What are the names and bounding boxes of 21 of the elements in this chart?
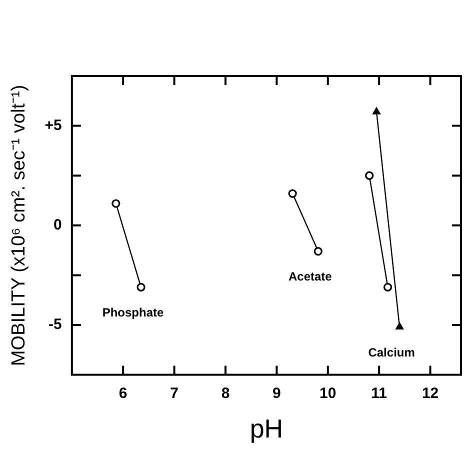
x-tick-label: 8 [221, 384, 230, 402]
x-axis-title: pH [250, 414, 284, 444]
series-label: Calcium [368, 345, 415, 360]
point [288, 189, 297, 198]
x-tick-label: 6 [118, 384, 128, 402]
x-tick-label: 9 [272, 384, 281, 402]
y-tick-label: -5 [48, 316, 62, 334]
y-tick-label: 0 [54, 216, 62, 234]
series-label: Phosphate [102, 305, 164, 320]
series-label: Acetate [288, 270, 332, 284]
point [136, 282, 146, 292]
x-tick-label: 10 [320, 384, 336, 402]
point [314, 246, 322, 256]
y-tick-label: +5 [44, 116, 62, 134]
x-tick-label: 7 [170, 384, 178, 402]
y-axis-title: MOBILITY (x10⁶ cm². sec⁻¹ volt⁻¹) [8, 84, 30, 366]
point [383, 282, 392, 292]
point [112, 199, 120, 208]
x-tick-label: 11 [371, 384, 388, 402]
point [365, 171, 374, 180]
x-tick-label: 12 [422, 384, 439, 402]
